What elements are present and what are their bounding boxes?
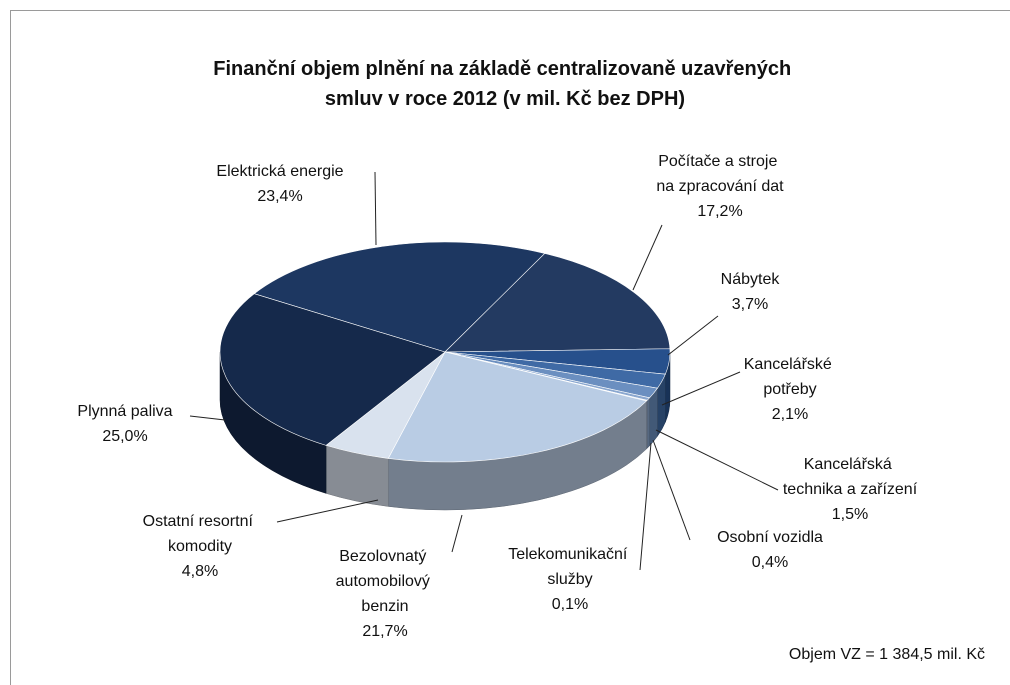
slice-value-label: 25,0%: [102, 428, 147, 445]
leader-line: [632, 224, 663, 291]
leader-line: [667, 315, 719, 356]
slice-value-label: 17,2%: [697, 203, 742, 220]
leader-line: [661, 371, 741, 406]
slice-label: Počítače a stroje na zpracování dat: [656, 153, 784, 195]
slice: [444, 253, 671, 353]
slice: [253, 241, 546, 353]
slice-label: Kancelářská technika a zařízení: [783, 456, 918, 498]
slice-label: Elektrická energie: [216, 163, 343, 180]
leader-line: [276, 499, 379, 523]
leader-line: [639, 442, 652, 571]
slice-value-label: 4,8%: [182, 563, 218, 580]
slice-value-label: 0,4%: [752, 554, 788, 571]
slice-value-label: 21,7%: [362, 623, 407, 640]
slice: [387, 351, 648, 463]
leader-line: [451, 514, 463, 553]
slice-value-label: 1,5%: [832, 506, 868, 523]
slice-label: Nábytek: [721, 271, 781, 288]
slice-value-label: 3,7%: [732, 296, 768, 313]
slice-value-label: 0,1%: [552, 596, 588, 613]
slice-value-label: 23,4%: [257, 188, 302, 205]
slice-label: Bezolovnatý automobilový benzin: [336, 548, 435, 615]
annotation: Objem VZ = 1 384,5 mil. Kč: [789, 646, 985, 663]
slice-value-label: 2,1%: [772, 406, 808, 423]
slice-side: [646, 397, 650, 449]
leader-line: [374, 171, 377, 246]
slice-label: Kancelářské potřeby: [744, 356, 837, 398]
slice: [219, 293, 446, 446]
slice-label: Ostatní resortní komodity: [143, 513, 258, 555]
slice-label: Plynná paliva: [77, 403, 172, 420]
chart-title: Finanční objem plnění na základě central…: [213, 58, 797, 110]
slice-label: Telekomunikační služby: [508, 546, 632, 588]
slice-label: Osobní vozidla: [717, 529, 823, 546]
leader-line: [189, 415, 226, 421]
leader-line: [652, 439, 691, 541]
leader-line: [655, 429, 779, 491]
